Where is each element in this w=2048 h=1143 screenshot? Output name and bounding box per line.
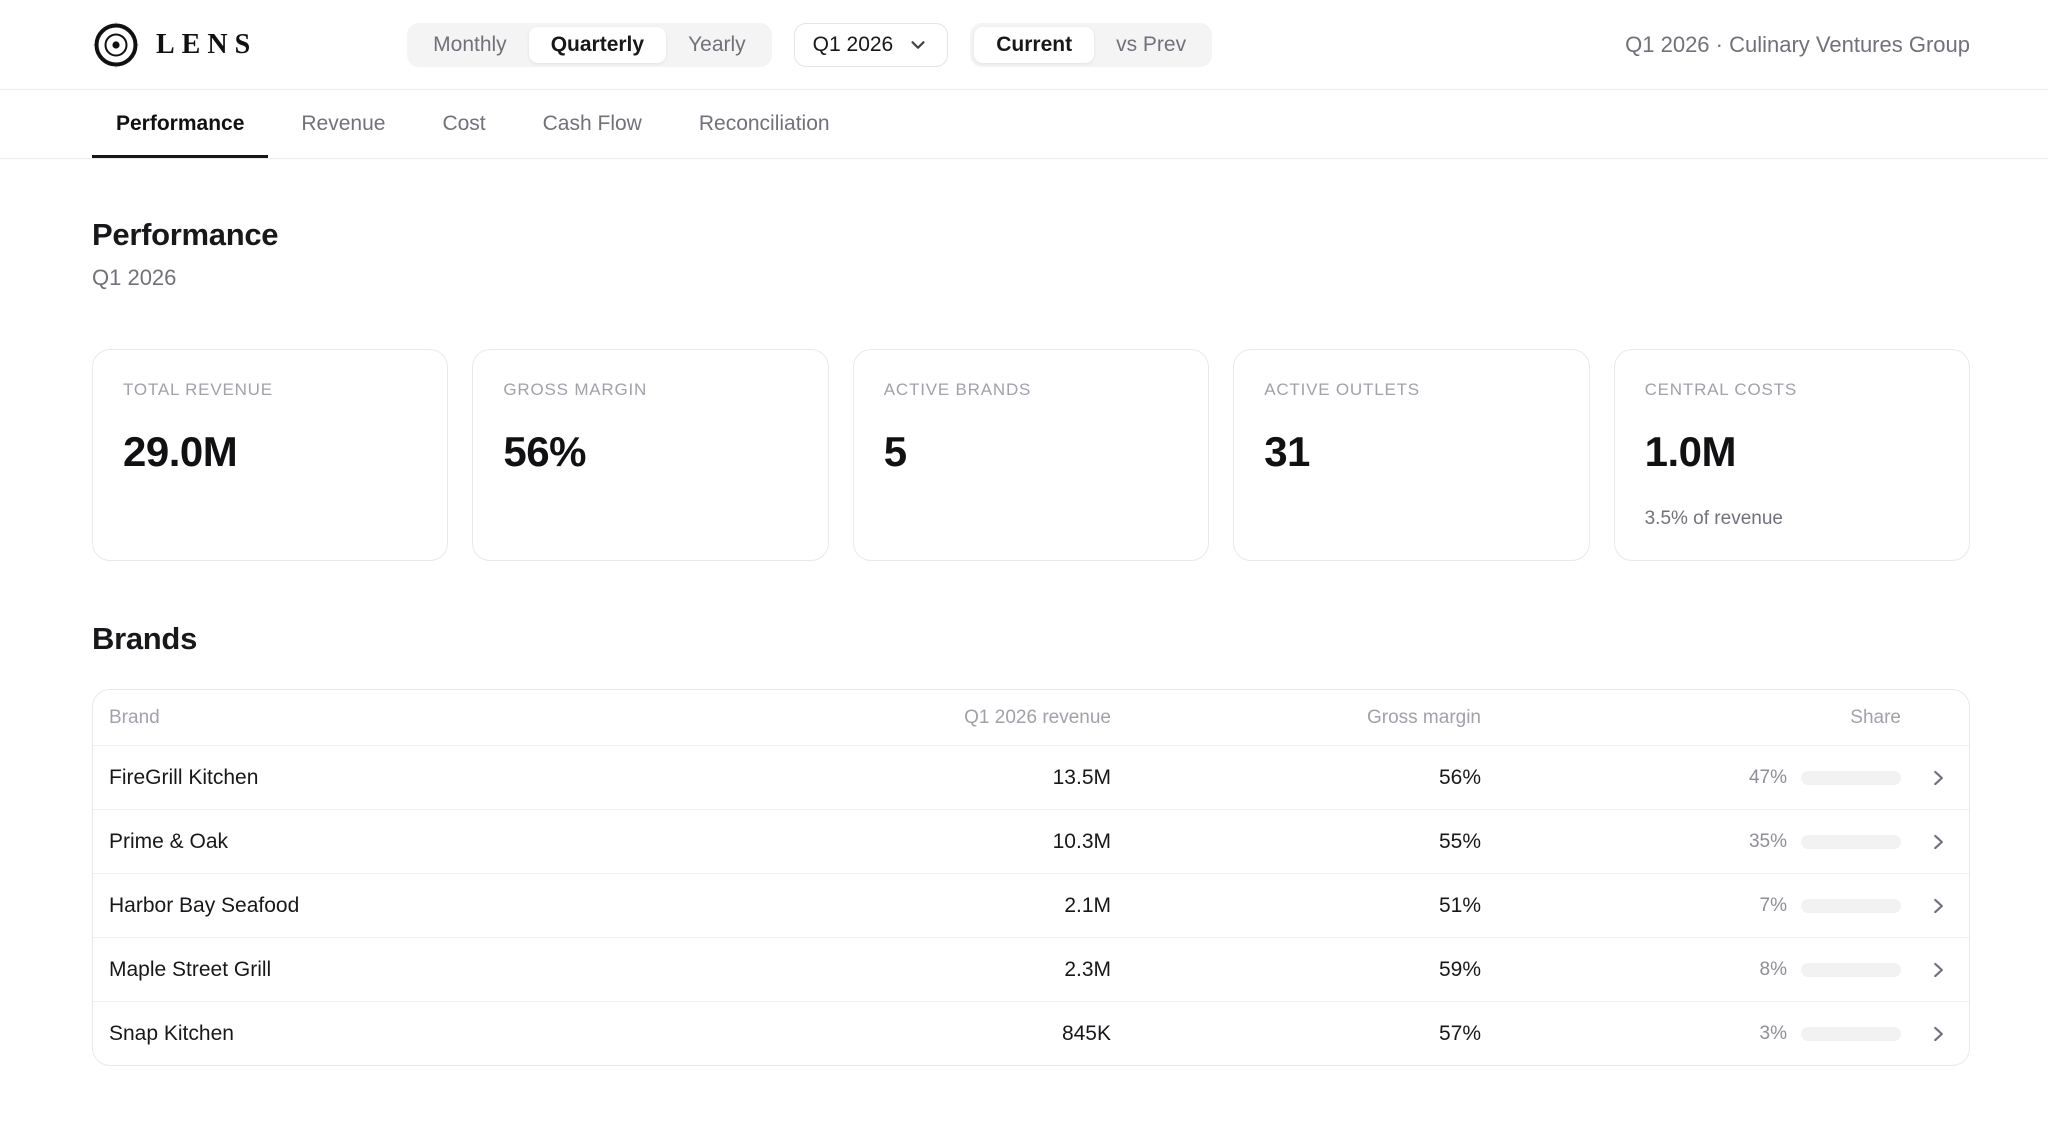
chevron-right-icon[interactable] xyxy=(1927,895,1949,917)
tab-revenue[interactable]: Revenue xyxy=(301,112,386,135)
revenue-cell: 13.5M xyxy=(1052,765,1111,789)
granularity-option-monthly[interactable]: Monthly xyxy=(433,32,507,56)
column-header-brand: Brand xyxy=(109,706,160,728)
kpi-card-active-brands: ACTIVE BRANDS 5 xyxy=(852,349,1210,561)
row-chevron-cell xyxy=(1901,767,1949,789)
brand-name-cell: FireGrill Kitchen xyxy=(109,765,259,789)
kpi-card-total-revenue: TOTAL REVENUE 29.0M xyxy=(92,349,449,561)
kpi-label: TOTAL REVENUE xyxy=(123,380,273,399)
granularity-option-yearly[interactable]: Yearly xyxy=(688,32,746,56)
table-row-harbor-bay-seafood[interactable]: Harbor Bay Seafood 2.1M 51% 7% xyxy=(93,873,1969,937)
kpi-subtext: 3.5% of revenue xyxy=(1644,508,1783,529)
row-chevron-cell xyxy=(1901,831,1949,853)
gross-margin-cell: 55% xyxy=(1438,829,1481,853)
main-content: Performance Q1 2026 TOTAL REVENUE 29.0M GR… xyxy=(0,159,2048,1066)
brand-name-cell: Prime & Oak xyxy=(109,829,229,853)
share-percent-label: 3% xyxy=(1759,1022,1787,1044)
tab-reconciliation[interactable]: Reconciliation xyxy=(698,112,830,135)
tab-performance[interactable]: Performance xyxy=(92,90,269,158)
share-cell: 7% xyxy=(1481,895,1901,917)
brand-name-cell: Maple Street Grill xyxy=(109,957,272,981)
column-header-q1-2026-revenue: Q1 2026 revenue xyxy=(964,706,1111,728)
brands-table-body: FireGrill Kitchen 13.5M 56% 47% Prime & Oak 1… xyxy=(93,745,1969,1065)
share-percent-label: 47% xyxy=(1748,766,1787,788)
lens-target-icon xyxy=(93,21,139,68)
brand-name: LENS xyxy=(156,28,258,60)
chevron-down-icon xyxy=(911,40,925,49)
revenue-cell: 2.1M xyxy=(1064,893,1111,917)
share-cell: 3% xyxy=(1481,1023,1901,1045)
share-percent-label: 35% xyxy=(1748,830,1787,852)
kpi-value: 31 xyxy=(1264,428,1310,475)
compare-option-current[interactable]: Current xyxy=(974,26,1095,63)
table-row-maple-street-grill[interactable]: Maple Street Grill 2.3M 59% 8% xyxy=(93,937,1969,1001)
section-nav: Performance Revenue Cost Cash Flow Reconcili… xyxy=(0,90,2048,159)
kpi-label: CENTRAL COSTS xyxy=(1644,380,1797,399)
revenue-cell: 10.3M xyxy=(1052,829,1111,853)
app-logo: LENS xyxy=(92,21,257,69)
share-bar xyxy=(1801,770,1901,785)
kpi-label: ACTIVE BRANDS xyxy=(883,380,1032,399)
share-bar xyxy=(1801,1026,1901,1041)
brands-section-title: Brands xyxy=(92,621,198,656)
gross-margin-cell: 57% xyxy=(1438,1021,1481,1045)
share-bar xyxy=(1801,898,1901,913)
period-select[interactable]: Q1 2026 xyxy=(793,22,949,67)
kpi-card-gross-margin: GROSS MARGIN 56% xyxy=(472,349,829,561)
tab-cost[interactable]: Cost xyxy=(442,112,486,135)
compare-mode-toggle: Current vs Prev xyxy=(970,22,1213,67)
gross-margin-cell: 51% xyxy=(1438,893,1481,917)
row-chevron-cell xyxy=(1901,959,1949,981)
brands-table-header: Brand Q1 2026 revenue Gross margin Share xyxy=(93,690,1969,745)
share-bar xyxy=(1801,834,1901,849)
table-row-firegrill-kitchen[interactable]: FireGrill Kitchen 13.5M 56% 47% xyxy=(93,745,1969,809)
kpi-label: ACTIVE OUTLETS xyxy=(1264,380,1420,399)
kpi-value: 29.0M xyxy=(123,428,238,475)
column-header-gross-margin: Gross margin xyxy=(1366,706,1481,728)
table-row-snap-kitchen[interactable]: Snap Kitchen 845K 57% 3% xyxy=(93,1001,1969,1065)
page-title: Performance xyxy=(92,217,279,252)
granularity-option-quarterly[interactable]: Quarterly xyxy=(528,26,667,63)
period-select-value: Q1 2026 xyxy=(812,32,894,56)
brands-table: Brand Q1 2026 revenue Gross margin Share Fi… xyxy=(92,689,1970,1066)
chevron-right-icon[interactable] xyxy=(1927,767,1949,789)
brand-name-cell: Snap Kitchen xyxy=(109,1021,234,1045)
topbar-controls: Monthly Quarterly Yearly Q1 2026 Current vs… xyxy=(407,22,1213,67)
gross-margin-cell: 56% xyxy=(1438,765,1481,789)
share-percent-label: 7% xyxy=(1759,894,1787,916)
row-chevron-cell xyxy=(1901,1023,1949,1045)
row-chevron-cell xyxy=(1901,895,1949,917)
gross-margin-cell: 59% xyxy=(1438,957,1481,981)
share-cell: 35% xyxy=(1481,831,1901,853)
topbar-context-label: Q1 2026 · Culinary Ventures Group xyxy=(1625,31,1970,57)
tab-cash-flow[interactable]: Cash Flow xyxy=(542,112,642,135)
kpi-cards: TOTAL REVENUE 29.0M GROSS MARGIN 56% ACTIVE … xyxy=(92,349,1970,561)
share-bar xyxy=(1801,962,1901,977)
top-bar: LENS Monthly Quarterly Yearly Q1 2026 Curr… xyxy=(0,0,2048,90)
kpi-card-active-outlets: ACTIVE OUTLETS 31 xyxy=(1233,349,1590,561)
revenue-cell: 2.3M xyxy=(1064,957,1111,981)
kpi-value: 5 xyxy=(883,428,907,475)
kpi-card-central-costs: CENTRAL COSTS 1.0M 3.5% of revenue xyxy=(1613,349,1970,561)
kpi-label: GROSS MARGIN xyxy=(503,380,648,399)
chevron-right-icon[interactable] xyxy=(1927,1023,1949,1045)
page-subtitle: Q1 2026 xyxy=(92,265,177,290)
brand-name-cell: Harbor Bay Seafood xyxy=(109,893,300,917)
share-cell: 47% xyxy=(1481,767,1901,789)
column-header-share: Share xyxy=(1850,706,1901,728)
share-cell: 8% xyxy=(1481,959,1901,981)
share-percent-label: 8% xyxy=(1759,958,1787,980)
kpi-value: 56% xyxy=(503,428,586,475)
revenue-cell: 845K xyxy=(1061,1021,1111,1045)
chevron-right-icon[interactable] xyxy=(1927,831,1949,853)
table-row-prime-oak[interactable]: Prime & Oak 10.3M 55% 35% xyxy=(93,809,1969,873)
kpi-value: 1.0M xyxy=(1644,428,1737,475)
chevron-right-icon[interactable] xyxy=(1927,959,1949,981)
compare-option-vs-prev[interactable]: vs Prev xyxy=(1116,32,1187,56)
period-granularity-toggle: Monthly Quarterly Yearly xyxy=(407,22,772,67)
